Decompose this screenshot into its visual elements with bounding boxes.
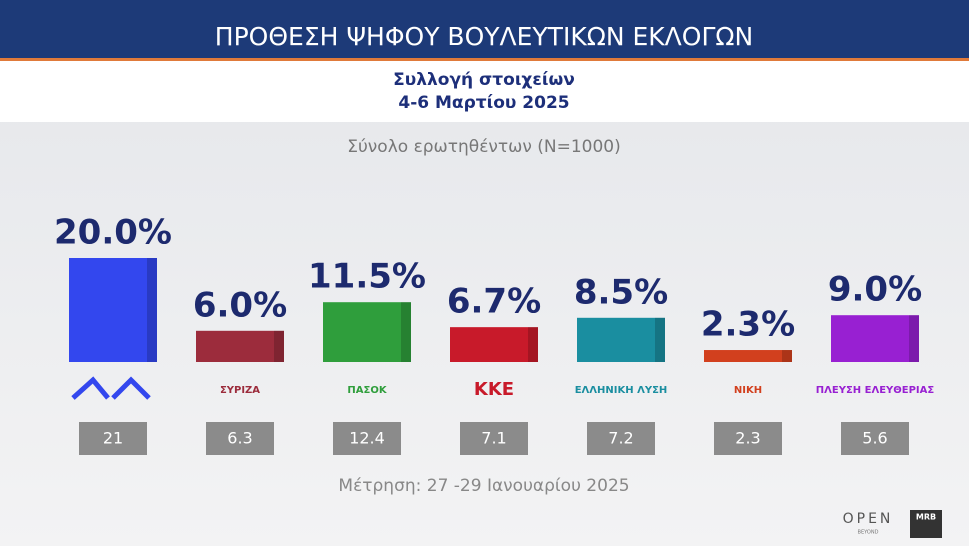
party-logo-label: ΠΛΕΥΣΗ ΕΛΕΥΘΕΡΙΑΣ xyxy=(816,385,935,396)
comparison-value: 21 xyxy=(103,429,123,448)
bar xyxy=(69,258,157,362)
comparison-box xyxy=(841,422,909,455)
bar xyxy=(704,350,792,362)
party-logo-label: ΠΑΣΟΚ xyxy=(347,385,387,396)
comparison-value: 6.3 xyxy=(227,429,252,448)
party-logo-label: ΕΛΛΗΝΙΚΗ ΛΥΣΗ xyxy=(575,385,668,396)
comparison-box xyxy=(333,422,401,455)
comparison-box xyxy=(79,422,147,455)
chart-title: ΠΡΟΘΕΣΗ ΨΗΦΟΥ ΒΟΥΛΕΥΤΙΚΩΝ ΕΚΛΟΓΩΝ xyxy=(215,22,753,51)
subtitle: 4-6 Μαρτίου 2025 xyxy=(398,93,569,113)
comparison-value: 5.6 xyxy=(862,429,887,448)
value-label: 9.0% xyxy=(828,270,922,310)
bar-side xyxy=(401,302,411,362)
bar-side xyxy=(655,317,665,362)
bar xyxy=(577,317,665,362)
party-logo-label: ΝΙΚΗ xyxy=(734,385,762,396)
bar-side xyxy=(909,315,919,362)
subtitle: Συλλογή στοιχείων xyxy=(393,70,575,90)
brand: OPEN xyxy=(843,511,894,527)
value-label: 6.7% xyxy=(447,282,541,322)
sample-note: Σύνολο ερωτηθέντων (N=1000) xyxy=(347,137,621,157)
brand: BEYOND xyxy=(858,530,879,536)
bar-side xyxy=(782,350,792,362)
party-logo-label: ΣΥΡΙΖΑ xyxy=(220,385,260,396)
value-label: 20.0% xyxy=(54,213,172,253)
party-logo-label: ΚΚΕ xyxy=(474,379,514,400)
comparison-box xyxy=(206,422,274,455)
bar-side xyxy=(528,327,538,362)
bar-side xyxy=(147,258,157,362)
header-band xyxy=(0,0,969,60)
value-label: 8.5% xyxy=(574,272,668,312)
value-label: 6.0% xyxy=(193,285,287,325)
comparison-value: 12.4 xyxy=(349,429,385,448)
value-label: 11.5% xyxy=(308,257,426,297)
subtitle-band xyxy=(0,61,969,122)
comparison-value: 2.3 xyxy=(735,429,760,448)
brand-box xyxy=(910,510,942,538)
bar xyxy=(196,330,284,362)
comparison-value: 7.1 xyxy=(481,429,506,448)
comparison-box xyxy=(714,422,782,455)
bar-side xyxy=(274,330,284,362)
header-rule xyxy=(0,58,969,61)
comparison-box xyxy=(587,422,655,455)
bar xyxy=(831,315,919,362)
comparison-value: 7.2 xyxy=(608,429,633,448)
bar xyxy=(450,327,538,362)
comparison-label: Μέτρηση: 27 -29 Ιανουαρίου 2025 xyxy=(338,476,629,496)
comparison-box xyxy=(460,422,528,455)
brand: MRB xyxy=(916,513,936,522)
bar xyxy=(323,302,411,362)
party-logo xyxy=(71,376,151,400)
value-label: 2.3% xyxy=(701,305,795,345)
